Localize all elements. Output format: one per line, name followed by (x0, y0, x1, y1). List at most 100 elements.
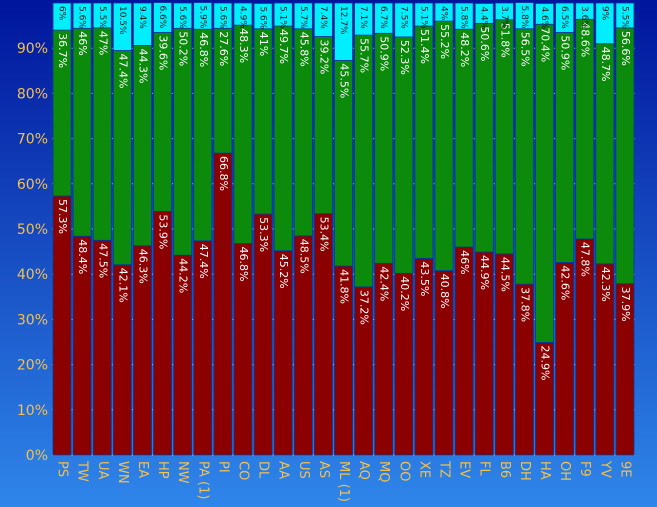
bar-segment (72, 2, 92, 29)
bar-segment (72, 27, 92, 237)
data-label: 10.5% (117, 6, 127, 35)
x-tick-label: WN (115, 461, 130, 484)
x-tick-label: 9E (617, 461, 632, 478)
data-label: 42.4% (378, 266, 391, 301)
data-label: 40.8% (438, 274, 451, 309)
data-label: 7.4% (318, 6, 328, 29)
x-tick-label: EA (135, 461, 150, 478)
data-label: 4% (439, 6, 449, 21)
x-tick-label: HP (155, 461, 170, 479)
bar-segment (514, 2, 534, 30)
data-label: 5.6% (258, 6, 268, 29)
data-label: 47.4% (197, 244, 210, 279)
y-tick-label: 20% (17, 358, 48, 374)
y-tick-label: 70% (17, 132, 48, 148)
data-label: 70.4% (539, 27, 552, 62)
data-label: 37.8% (518, 287, 531, 322)
data-label: 48.7% (599, 47, 612, 82)
x-tick-label: DH (517, 461, 532, 481)
y-tick-label: 50% (17, 222, 48, 238)
data-label: 6.5% (559, 6, 569, 29)
x-tick-label: AA (276, 461, 291, 479)
data-label: 46.3% (136, 249, 149, 284)
data-label: 7.1% (358, 6, 368, 29)
bar-segment (92, 2, 112, 29)
bar-segment (334, 2, 353, 61)
bar-segment (313, 2, 333, 37)
x-tick-label: EV (457, 461, 472, 478)
y-tick-label: 10% (17, 403, 48, 419)
x-tick-label: AS (316, 461, 331, 478)
bar-segment (273, 2, 293, 27)
data-label: 45.5% (338, 63, 351, 98)
x-tick-label: US (296, 461, 311, 479)
data-label: 45.2% (277, 254, 290, 289)
bar-segment (173, 2, 193, 29)
data-label: 46% (458, 250, 471, 274)
data-label: 9.4% (137, 6, 147, 29)
data-label: 27.6% (217, 31, 230, 66)
x-tick-label: OO (396, 461, 411, 481)
bar-segment (133, 2, 152, 46)
data-label: 5.5% (619, 6, 629, 29)
data-label: 48.2% (458, 32, 471, 67)
bar-segment (454, 2, 474, 30)
data-label: 42.6% (559, 265, 572, 300)
bar-segment (193, 2, 213, 30)
bar-segment (555, 2, 575, 33)
data-label: 4.6% (539, 6, 549, 29)
data-label: 46% (76, 31, 89, 55)
data-label: 48.4% (76, 239, 89, 274)
bar-segment (233, 2, 253, 26)
data-label: 51.8% (498, 23, 511, 58)
bar-segment (213, 152, 233, 456)
data-label: 40.2% (398, 276, 411, 311)
bar-segment (535, 23, 554, 343)
data-label: 5.1% (418, 6, 428, 29)
data-label: 53.9% (157, 214, 170, 249)
x-tick-label: OH (557, 461, 572, 481)
data-label: 52.3% (398, 40, 411, 75)
data-label: 47.8% (579, 242, 592, 277)
y-tick-label: 80% (17, 86, 48, 102)
data-label: 6.6% (157, 6, 167, 29)
x-tick-label: B6 (497, 461, 512, 478)
x-tick-label: MQ (376, 461, 391, 482)
bar-segment (394, 2, 414, 38)
bar-segment (514, 28, 534, 285)
y-tick-label: 40% (17, 267, 48, 283)
data-label: 3.7% (499, 6, 509, 29)
data-label: 44.3% (136, 48, 149, 83)
data-label: 48.5% (297, 239, 310, 274)
data-label: 57.3% (56, 199, 69, 234)
data-label: 5.7% (298, 6, 308, 29)
x-tick-label: TZ (437, 460, 452, 478)
data-label: 4.4% (479, 6, 489, 29)
bar-segment (153, 2, 173, 33)
data-label: 37.9% (619, 287, 632, 322)
data-label: 44.2% (177, 258, 190, 293)
bar-segment (293, 2, 313, 30)
data-label: 53.3% (257, 217, 270, 252)
bar-segment (213, 2, 233, 29)
data-label: 46.8% (197, 32, 210, 67)
bar-segment (615, 2, 635, 29)
data-labels: 57.3% 36.7% 6% 48.4% 46% 5.6% 47.5% 47% 5.5% 42.1… (56, 6, 632, 381)
data-label: 6% (57, 6, 67, 21)
data-label: 5.8% (519, 6, 529, 29)
y-tick-label: 0% (26, 448, 48, 464)
data-label: 5.6% (177, 6, 187, 29)
data-label: 47% (96, 31, 109, 55)
data-label: 7.5% (398, 6, 408, 29)
y-tick-label: 60% (17, 177, 48, 193)
data-label: 50.9% (378, 36, 391, 71)
bar-segment (112, 2, 132, 51)
y-axis: 0% 10% 20% 30% 40% 50% 60% 70% 80% 90% (17, 41, 48, 464)
bar-segment (454, 246, 474, 456)
x-tick-label: HA (537, 461, 552, 480)
data-label: 47.5% (96, 243, 109, 278)
x-tick-label: AQ (356, 461, 371, 480)
x-axis: PS TW UA WN EA HP NW PA (1) PI CO DL AA US AS ML (1) AQ… (55, 460, 633, 502)
bars (52, 2, 635, 456)
